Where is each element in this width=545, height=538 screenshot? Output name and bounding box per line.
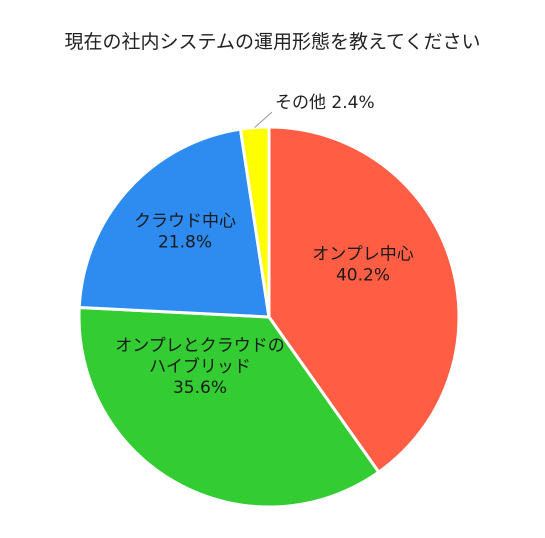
slice-cloud — [77, 127, 271, 319]
slice-cloud-label: クラウド中心 21.8% — [134, 212, 236, 253]
slice-on-premises-label: オンプレ中心 40.2% — [312, 245, 414, 286]
slice-other-leader-line — [254, 111, 273, 128]
slice-on-premises — [267, 125, 461, 475]
chart-title: 現在の社内システムの運用形態を教えてください — [64, 31, 481, 53]
slice-hybrid-label: オンプレとクラウドのハイブリッド 35.6% — [115, 336, 285, 398]
slice-hybrid — [77, 305, 381, 509]
slice-cloud-value: 21.8% — [158, 233, 212, 253]
slice-on-premises-value: 40.2% — [336, 266, 390, 286]
slice-hybrid-value: 35.6% — [173, 378, 227, 398]
slice-other-label: その他 2.4% — [275, 93, 375, 113]
